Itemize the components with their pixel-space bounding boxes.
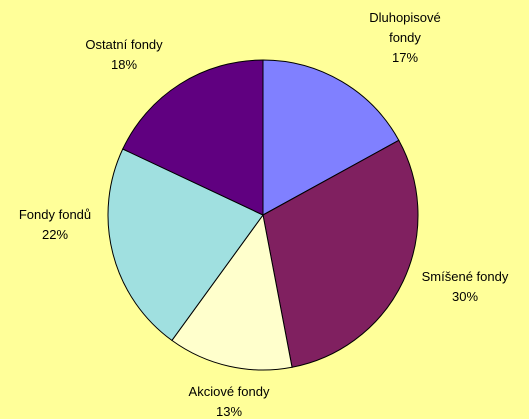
percent-label: 22% (41, 227, 69, 242)
pie-slice (122, 59, 264, 216)
pie-slice (171, 213, 293, 371)
slice-label: Smíšené fondy 30% (405, 267, 525, 307)
slice-label: Dluhopisové fondy 17% (355, 8, 455, 68)
percent-label: 17% (391, 50, 419, 65)
pie-slice (262, 59, 400, 216)
category-label: Ostatní fondy (85, 37, 163, 52)
percent-label: 30% (451, 289, 479, 304)
pie-slice (262, 139, 419, 368)
slice-label: Ostatní fondy 18% (64, 35, 184, 75)
percent-label: 13% (215, 404, 243, 419)
slice-label: Akciové fondy 13% (169, 382, 289, 419)
category-label: Dluhopisové fondy (369, 10, 441, 45)
category-label: Fondy fondů (18, 207, 92, 222)
category-label: Akciové fondy (188, 384, 270, 399)
percent-label: 18% (110, 57, 138, 72)
slice-label: Fondy fondů 22% (0, 205, 110, 245)
category-label: Smíšené fondy (421, 269, 509, 284)
